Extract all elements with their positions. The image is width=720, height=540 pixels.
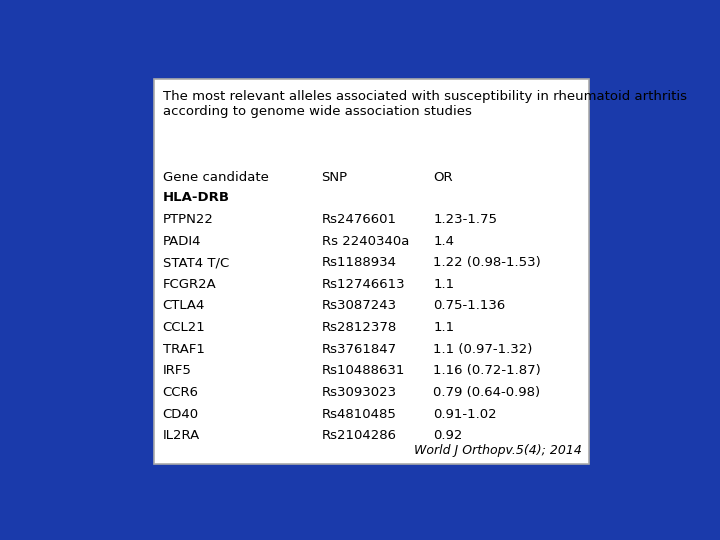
Text: The most relevant alleles associated with susceptibility in rheumatoid arthritis: The most relevant alleles associated wit… <box>163 90 687 118</box>
Text: 0.91-1.02: 0.91-1.02 <box>433 408 497 421</box>
Text: HLA-DRB: HLA-DRB <box>163 191 230 204</box>
Text: 0.92: 0.92 <box>433 429 462 442</box>
Text: 1.1: 1.1 <box>433 321 454 334</box>
FancyBboxPatch shape <box>154 79 590 464</box>
Text: 1.16 (0.72-1.87): 1.16 (0.72-1.87) <box>433 364 541 377</box>
Text: STAT4 T/C: STAT4 T/C <box>163 256 229 269</box>
Text: CCL21: CCL21 <box>163 321 205 334</box>
Text: TRAF1: TRAF1 <box>163 343 204 356</box>
Text: PADI4: PADI4 <box>163 234 201 248</box>
Text: CCR6: CCR6 <box>163 386 199 399</box>
Text: Rs4810485: Rs4810485 <box>322 408 397 421</box>
Text: Rs2104286: Rs2104286 <box>322 429 397 442</box>
Text: Gene candidate: Gene candidate <box>163 171 269 184</box>
Text: Rs1188934: Rs1188934 <box>322 256 397 269</box>
Text: Rs3761847: Rs3761847 <box>322 343 397 356</box>
Text: 1.23-1.75: 1.23-1.75 <box>433 213 498 226</box>
Text: IL2RA: IL2RA <box>163 429 199 442</box>
Text: Rs2476601: Rs2476601 <box>322 213 397 226</box>
Text: IRF5: IRF5 <box>163 364 192 377</box>
Text: Rs10488631: Rs10488631 <box>322 364 405 377</box>
Text: CTLA4: CTLA4 <box>163 300 205 313</box>
Text: 0.79 (0.64-0.98): 0.79 (0.64-0.98) <box>433 386 540 399</box>
Text: 1.4: 1.4 <box>433 234 454 248</box>
Text: CD40: CD40 <box>163 408 199 421</box>
Text: Rs2812378: Rs2812378 <box>322 321 397 334</box>
Text: Rs 2240340a: Rs 2240340a <box>322 234 409 248</box>
Text: FCGR2A: FCGR2A <box>163 278 216 291</box>
Text: 1.1 (0.97-1.32): 1.1 (0.97-1.32) <box>433 343 533 356</box>
Text: Rs3093023: Rs3093023 <box>322 386 397 399</box>
Text: 1.1: 1.1 <box>433 278 454 291</box>
Text: SNP: SNP <box>322 171 348 184</box>
Text: OR: OR <box>433 171 453 184</box>
Text: Rs3087243: Rs3087243 <box>322 300 397 313</box>
Text: Rs12746613: Rs12746613 <box>322 278 405 291</box>
Text: 0.75-1.136: 0.75-1.136 <box>433 300 505 313</box>
Text: World J Orthopv.5(4); 2014: World J Orthopv.5(4); 2014 <box>413 444 582 457</box>
Text: PTPN22: PTPN22 <box>163 213 213 226</box>
Text: 1.22 (0.98-1.53): 1.22 (0.98-1.53) <box>433 256 541 269</box>
